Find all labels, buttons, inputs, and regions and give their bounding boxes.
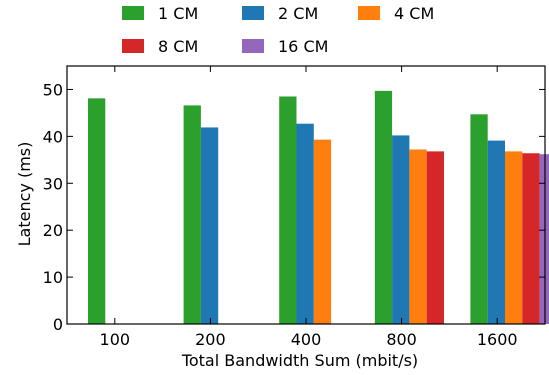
y-tick-label: 50: [43, 80, 63, 99]
x-axis-label: Total Bandwidth Sum (mbit/s): [181, 351, 418, 370]
y-tick-label: 10: [43, 268, 63, 287]
axes: 0 10 20 30 40 50 100 200 400 800 1600: [43, 65, 546, 349]
bar-1-cm-800: [374, 90, 393, 324]
x-tick-label: 1600: [477, 330, 518, 349]
y-axis-label: Latency (ms): [15, 142, 34, 247]
legend-swatch: [242, 6, 264, 20]
x-tick-label: 100: [100, 330, 131, 349]
bar-1-cm-200: [183, 105, 201, 325]
legend-swatch: [242, 39, 264, 53]
x-tick-label: 400: [291, 330, 322, 349]
bar-8-cm-1600: [522, 153, 540, 324]
y-tick-label: 30: [43, 174, 63, 193]
legend-swatch: [358, 6, 380, 20]
x-tick-label: 200: [195, 330, 226, 349]
bar-2-cm-400: [296, 123, 314, 324]
x-tick-label: 800: [386, 330, 417, 349]
bar-4-cm-800: [409, 149, 427, 324]
legend-label: 16 CM: [278, 37, 328, 56]
legend-label: 4 CM: [394, 4, 434, 23]
bar-2-cm-200: [200, 127, 219, 324]
legend-swatch: [122, 6, 144, 20]
bar-2-cm-1600: [487, 140, 505, 324]
legend: 1 CM 2 CM 4 CM 8 CM 16 CM: [122, 4, 434, 56]
bar-16-cm-1600: [539, 154, 549, 324]
bars: [88, 90, 549, 325]
legend-label: 1 CM: [158, 4, 198, 23]
legend-swatch: [122, 39, 144, 53]
bar-1-cm-1600: [470, 114, 488, 324]
bar-8-cm-800: [426, 151, 444, 324]
y-tick-label: 40: [43, 127, 63, 146]
bar-2-cm-800: [392, 135, 410, 324]
bar-1-cm-100: [88, 98, 106, 324]
bar-1-cm-400: [279, 96, 297, 324]
y-tick-label: 0: [53, 315, 63, 334]
legend-label: 2 CM: [278, 4, 318, 23]
bar-4-cm-400: [313, 139, 332, 324]
legend-label: 8 CM: [158, 37, 198, 56]
bar-4-cm-1600: [505, 151, 523, 324]
y-tick-label: 20: [43, 221, 63, 240]
